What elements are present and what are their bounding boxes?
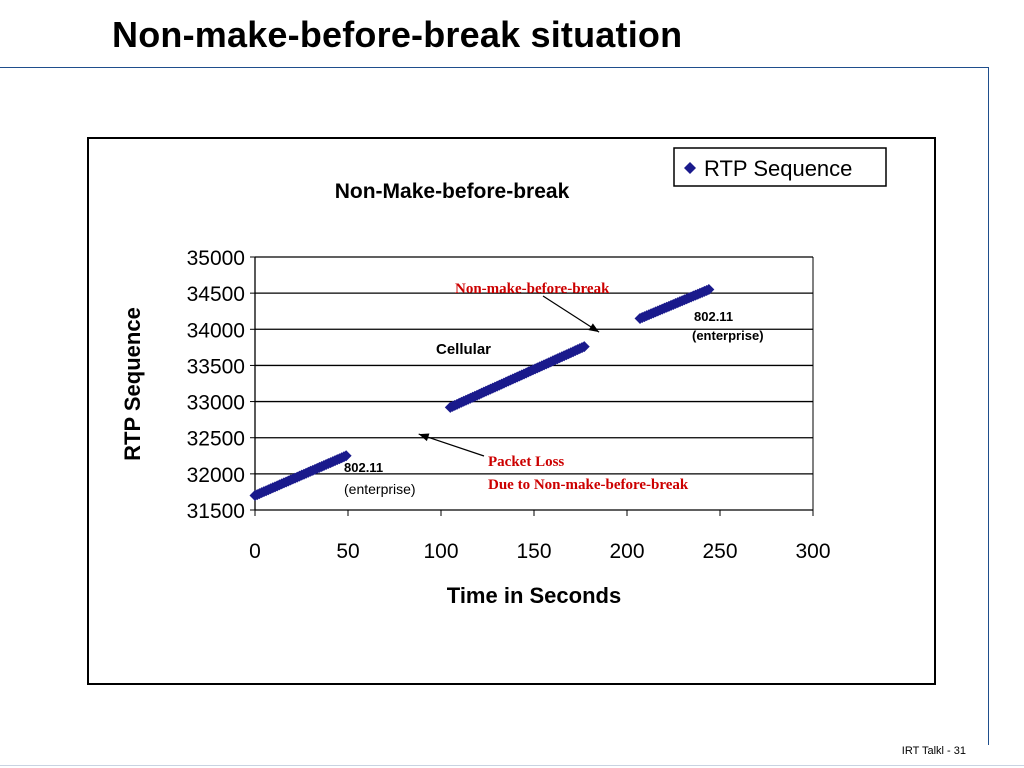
axes (250, 256, 814, 516)
x-axis-label: Time in Seconds (447, 583, 621, 608)
y-tick-label: 32500 (187, 428, 245, 451)
grid-lines (255, 256, 813, 475)
legend: RTP Sequence (673, 147, 887, 187)
annotation-enterprise-right: (enterprise) (692, 328, 764, 343)
chart-frame (87, 137, 936, 685)
annotation-cellular: Cellular (436, 341, 491, 358)
annotations: Non-make-before-break Cellular 802.11 (e… (344, 281, 764, 497)
x-tick-label: 200 (609, 540, 644, 563)
y-tick-label: 34000 (187, 319, 245, 342)
x-tick-label: 0 (249, 540, 261, 563)
bottom-divider (0, 765, 1024, 766)
y-tick-label: 34500 (187, 283, 245, 306)
annotation-nmbb: Non-make-before-break (455, 281, 610, 297)
chart-title: Non-Make-before-break (335, 180, 570, 203)
legend-marker-icon (684, 162, 696, 174)
title-divider (0, 67, 988, 68)
x-tick-label: 150 (516, 540, 551, 563)
y-tick-label: 32000 (187, 464, 245, 487)
slide-footer: IRT Talkl - 31 (901, 745, 966, 757)
x-tick-label: 300 (795, 540, 830, 563)
y-axis-label: RTP Sequence (120, 307, 145, 461)
legend-label: RTP Sequence (704, 156, 852, 181)
annotation-enterprise-left: (enterprise) (344, 481, 416, 497)
side-divider (988, 67, 989, 745)
x-tick-label: 250 (702, 540, 737, 563)
y-tick-label: 31500 (187, 500, 245, 523)
annotation-due-to: Due to Non-make-before-break (488, 477, 689, 493)
y-tick-label: 33000 (187, 392, 245, 415)
annotation-80211-left: 802.11 (344, 460, 383, 475)
slide-title: Non-make-before-break situation (112, 14, 683, 55)
data-points (249, 284, 715, 502)
legend-box (673, 147, 887, 187)
data-point (703, 284, 715, 296)
annotation-loss-arrow (418, 433, 485, 457)
data-point (340, 450, 352, 462)
x-tick-label: 100 (423, 540, 458, 563)
annotation-loss-arrowhead (418, 433, 430, 442)
y-tick-label: 33500 (187, 355, 245, 378)
annotation-nmbb-arrow (542, 295, 600, 333)
annotation-nmbb-arrowhead (588, 323, 600, 333)
x-tick-label: 50 (336, 540, 359, 563)
annotation-80211-right: 802.11 (694, 309, 733, 324)
annotation-packet-loss: Packet Loss (488, 454, 564, 470)
data-point (578, 341, 590, 353)
y-tick-label: 35000 (187, 247, 245, 270)
tick-labels: 31500 32000 32500 33000 33500 34000 34500 35000… (187, 247, 831, 563)
